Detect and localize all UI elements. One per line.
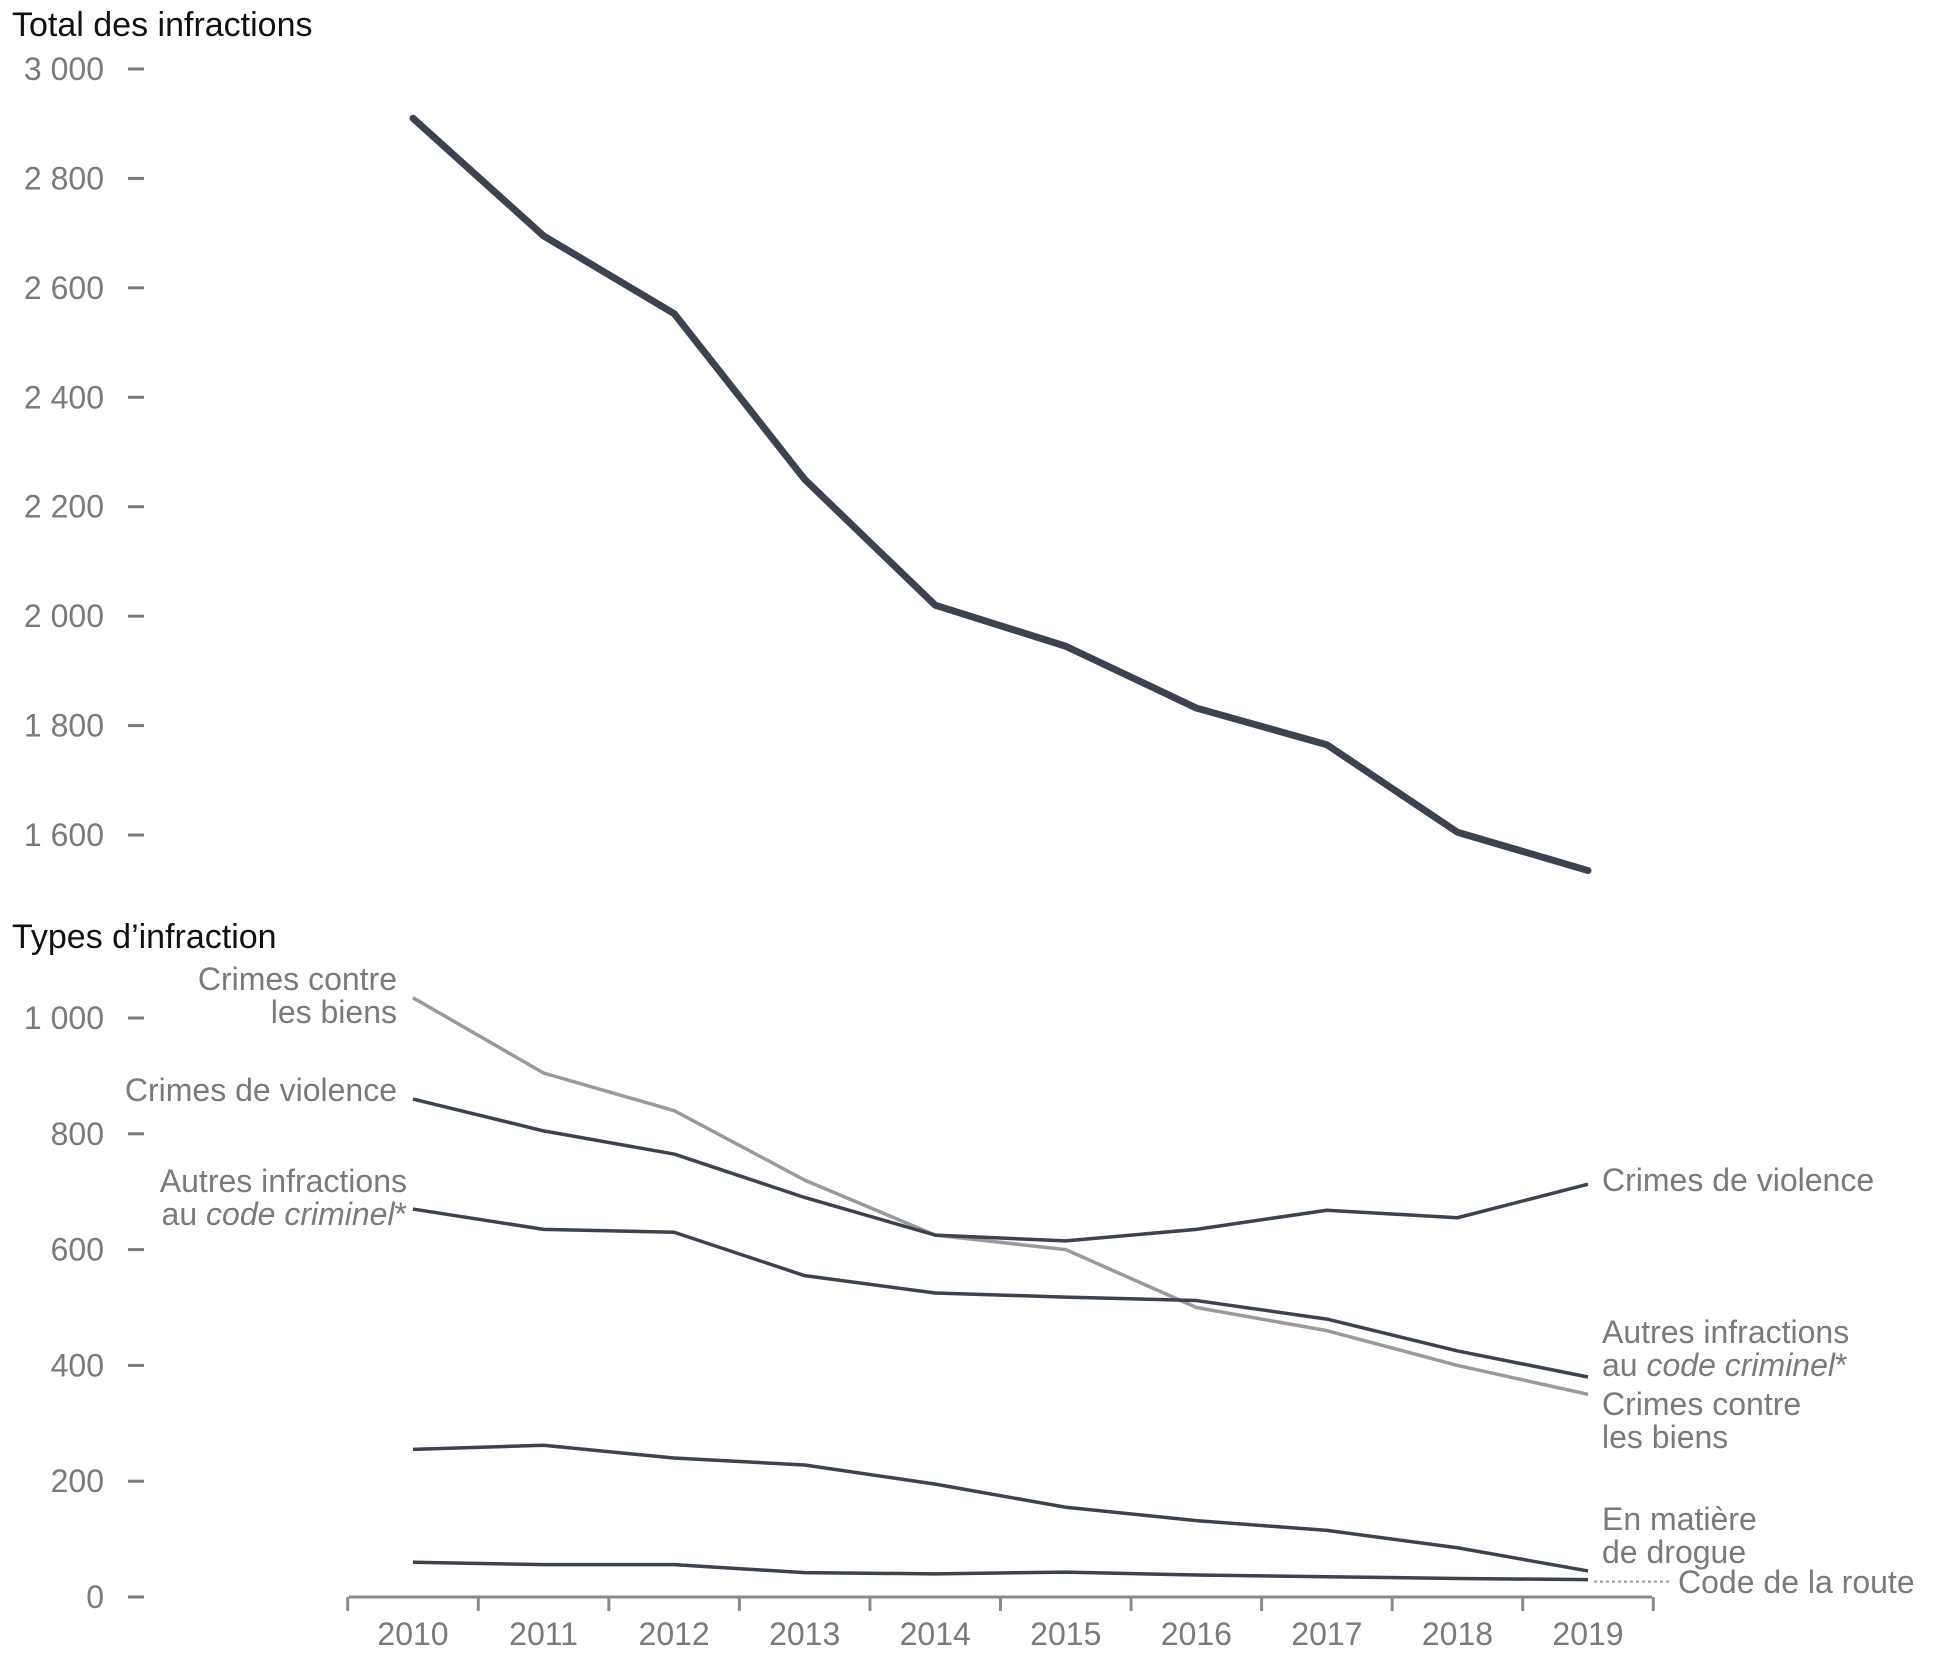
series-line-1 [412,1097,1589,1243]
series-left-label-2: au code criminel* [162,1196,407,1232]
bottom-y-tick-label: 600 [51,1232,104,1268]
series-right-label-2: Autres infractions [1602,1314,1849,1350]
top-y-tick-label: 2 200 [24,489,104,525]
bottom-y-tick-label: 400 [51,1347,104,1383]
top-y-tick-label: 1 600 [24,817,104,853]
series-left-label-2: Autres infractions [160,1163,407,1199]
top-y-tick-label: 2 800 [24,160,104,196]
series-left-label-0: les biens [271,994,397,1030]
series-right-label-3: En matière [1602,1501,1757,1537]
series-right-label-3: de drogue [1602,1534,1746,1570]
top-y-tick-label: 2 600 [24,270,104,306]
series-right-label-0: Crimes contre [1602,1386,1801,1422]
series-right-label-0: les biens [1602,1419,1728,1455]
series-right-label-2: au code criminel* [1602,1347,1847,1383]
x-tick-label: 2015 [1030,1616,1101,1651]
bottom-y-tick-label: 800 [51,1116,104,1152]
series-left-label-1: Crimes de violence [125,1072,397,1108]
x-tick-label: 2019 [1552,1616,1623,1651]
bottom-y-tick-label: 200 [51,1463,104,1499]
top-y-tick-label: 1 800 [24,708,104,744]
top-y-tick-label: 2 000 [24,598,104,634]
x-tick-label: 2010 [377,1616,448,1651]
x-tick-label: 2014 [900,1616,971,1651]
x-tick-label: 2016 [1161,1616,1232,1651]
bottom-panel-title: Types d’infraction [12,918,277,956]
bottom-y-tick-label: 1 000 [24,1000,104,1036]
total-infractions-line [409,114,1592,875]
top-y-tick-label: 2 400 [24,379,104,415]
x-tick-label: 2018 [1422,1616,1493,1651]
series-line-2 [412,1207,1589,1379]
series-left-label-0: Crimes contre [198,961,397,997]
series-right-label-4: Code de la route [1678,1564,1915,1600]
x-tick-label: 2017 [1291,1616,1362,1651]
series-right-label-1: Crimes de violence [1602,1162,1874,1198]
top-panel-title: Total des infractions [12,6,313,44]
series-line-3 [412,1443,1589,1573]
x-tick-label: 2012 [639,1616,710,1651]
top-y-tick-label: 3 000 [24,51,104,87]
x-tick-label: 2011 [509,1616,578,1651]
series-line-4 [412,1560,1589,1582]
bottom-y-tick-label: 0 [86,1579,104,1615]
series-line-0 [412,996,1589,1397]
x-tick-label: 2013 [769,1616,840,1651]
